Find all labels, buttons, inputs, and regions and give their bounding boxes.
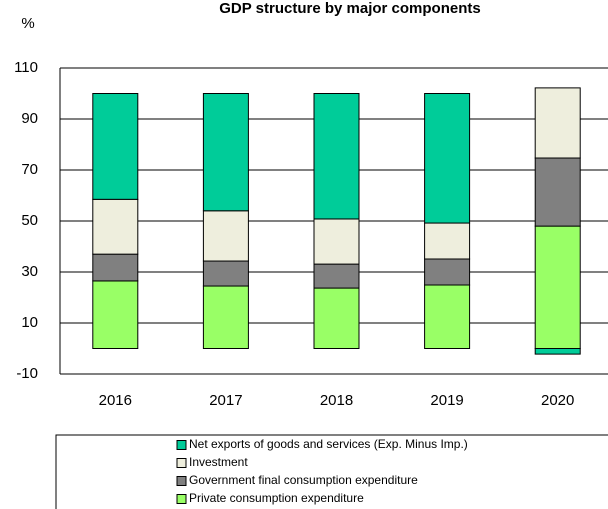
chart-title: GDP structure by major components <box>219 0 480 17</box>
bar-segment <box>92 280 139 349</box>
bar-segment <box>424 284 471 350</box>
bar-segment <box>534 157 581 227</box>
bar-segment <box>534 225 581 350</box>
legend-swatch <box>176 440 187 450</box>
bar-segment <box>202 93 249 212</box>
y-axis-label: % <box>21 15 34 32</box>
bar-segment <box>313 263 360 289</box>
bar-segment <box>202 285 249 349</box>
bar-segment <box>424 93 471 224</box>
y-tick-label: 10 <box>21 314 38 331</box>
bar-segment <box>202 260 249 287</box>
x-tick-label: 2019 <box>430 392 463 409</box>
bar-segment <box>534 348 581 355</box>
legend-label: Government final consumption expenditure <box>189 473 418 487</box>
bar-segment <box>92 93 139 200</box>
legend-label: Private consumption expenditure <box>189 491 364 505</box>
bar-segment <box>92 253 139 282</box>
legend-swatch <box>176 494 187 504</box>
legend-swatch <box>176 476 187 486</box>
bar-segment <box>313 93 360 220</box>
bar-segment <box>313 287 360 350</box>
legend-label: Investment <box>189 455 248 469</box>
y-tick-label: 110 <box>14 59 38 76</box>
x-tick-label: 2017 <box>209 392 242 409</box>
legend-box <box>55 434 608 509</box>
y-tick-label: 50 <box>21 212 38 229</box>
x-tick-label: 2016 <box>99 392 132 409</box>
y-tick-label: 70 <box>21 161 38 178</box>
bar-segment <box>202 210 249 262</box>
bar-segment <box>534 87 581 159</box>
legend-label: Net exports of goods and services (Exp. … <box>189 437 468 451</box>
y-tick-label: 30 <box>21 263 38 280</box>
bar-segment <box>313 218 360 265</box>
y-tick-label: -10 <box>16 365 38 382</box>
bar-segment <box>424 222 471 260</box>
y-tick-label: 90 <box>21 110 38 127</box>
x-tick-label: 2018 <box>320 392 353 409</box>
legend-swatch <box>176 458 187 468</box>
bar-segment <box>424 258 471 286</box>
bar-segment <box>92 198 139 255</box>
x-tick-label: 2020 <box>541 392 574 409</box>
